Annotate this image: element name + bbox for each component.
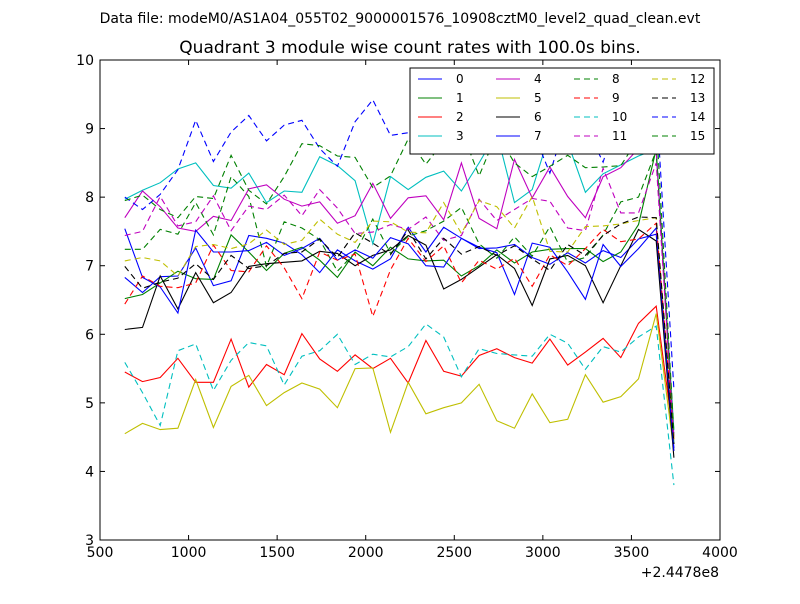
legend-label-6: 6 (534, 110, 542, 124)
y-tick-label-7: 7 (85, 259, 94, 275)
x-tick-label-500: 500 (87, 545, 114, 561)
series-line-11 (124, 162, 675, 439)
y-tick-label-3: 3 (85, 533, 94, 549)
series-line-7 (124, 226, 675, 451)
x-tick-label-4000: 4000 (702, 545, 738, 561)
legend-label-2: 2 (456, 110, 464, 124)
series-line-8 (124, 150, 675, 438)
chart-title: Quadrant 3 module wise count rates with … (179, 38, 640, 58)
y-tick-label-4: 4 (85, 464, 94, 480)
x-tick-label-3500: 3500 (614, 545, 650, 561)
y-tick-label-8: 8 (85, 190, 94, 206)
x-tick-label-1500: 1500 (259, 545, 295, 561)
legend-label-4: 4 (534, 72, 542, 86)
legend-label-3: 3 (456, 129, 464, 143)
series-layer (124, 90, 675, 486)
figure-suptitle: Data file: modeM0/AS1A04_055T02_90000015… (100, 11, 701, 27)
legend-label-14: 14 (690, 110, 705, 124)
legend-box (409, 67, 715, 155)
plot-frame (99, 59, 721, 541)
series-line-5 (124, 313, 675, 451)
legend-label-9: 9 (612, 91, 620, 105)
legend-label-13: 13 (690, 91, 705, 105)
legend-label-7: 7 (534, 129, 542, 143)
x-tick-label-3000: 3000 (525, 545, 561, 561)
legend-label-15: 15 (690, 129, 705, 143)
legend-label-10: 10 (612, 110, 627, 124)
series-line-10 (124, 323, 675, 486)
x-offset-label: +2.4478e8 (641, 565, 719, 581)
x-tick-label-2500: 2500 (436, 545, 472, 561)
legend-label-11: 11 (612, 129, 627, 143)
series-line-15 (124, 119, 675, 434)
legend-label-8: 8 (612, 72, 620, 86)
x-tick-label-2000: 2000 (348, 545, 384, 561)
legend-label-5: 5 (534, 91, 542, 105)
y-tick-label-9: 9 (85, 122, 94, 138)
series-line-3 (124, 131, 675, 431)
legend-label-0: 0 (456, 72, 464, 86)
y-tick-label-5: 5 (85, 396, 94, 412)
series-line-12 (124, 195, 675, 439)
series-line-1 (124, 148, 675, 445)
legend-label-1: 1 (456, 91, 464, 105)
legend-label-12: 12 (690, 72, 705, 86)
series-line-2 (124, 305, 675, 440)
x-tick-label-1000: 1000 (171, 545, 207, 561)
y-tick-label-6: 6 (85, 327, 94, 343)
y-tick-label-10: 10 (76, 53, 94, 69)
series-line-4 (124, 147, 675, 438)
series-line-13 (124, 216, 675, 445)
